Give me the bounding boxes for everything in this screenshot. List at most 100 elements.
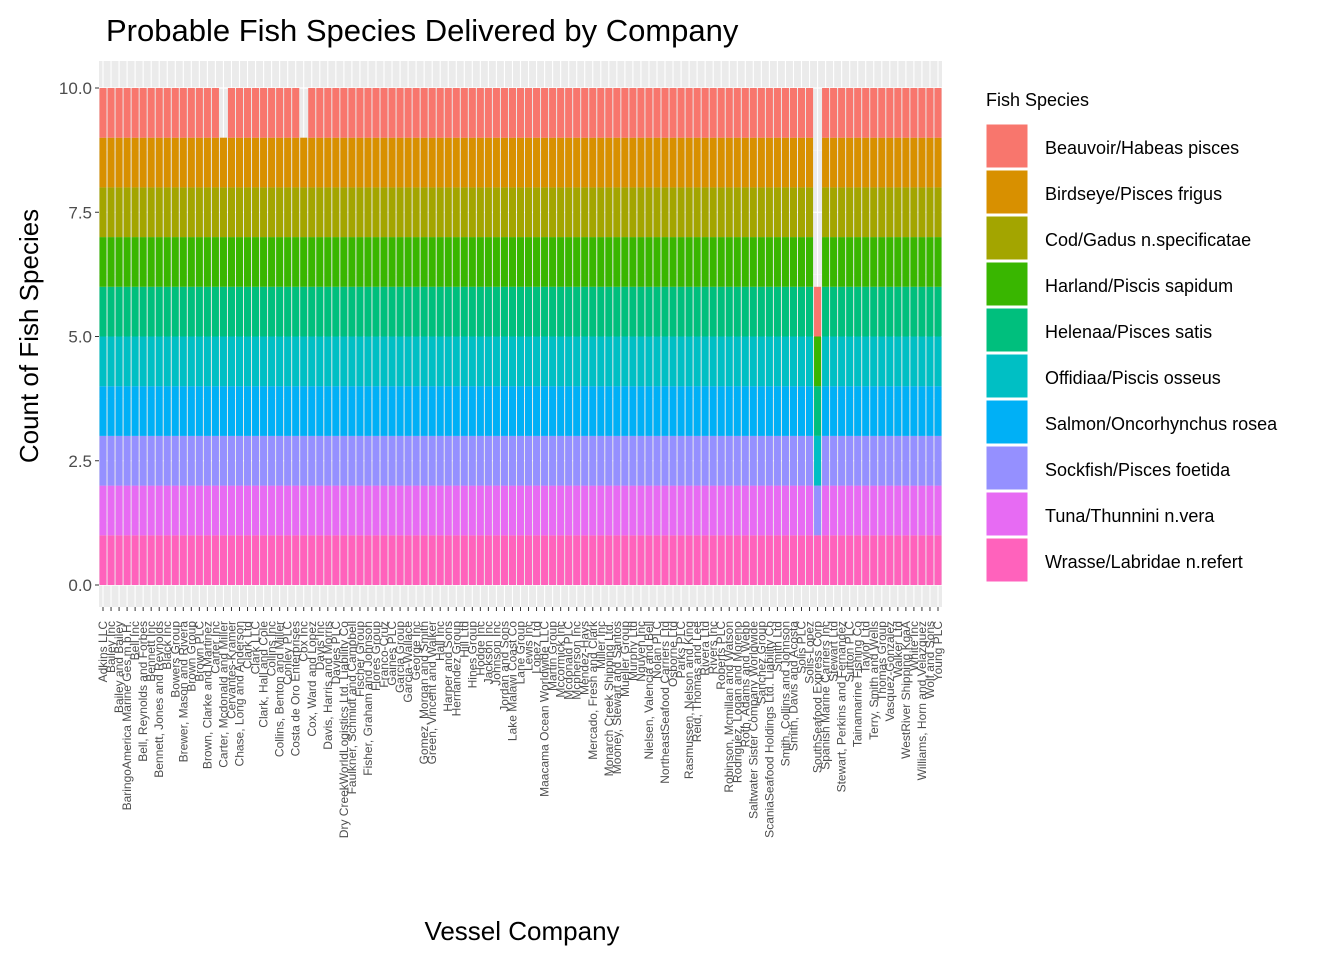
bar-segment [789, 88, 798, 138]
bar-segment [838, 485, 846, 536]
bar-segment [524, 88, 533, 138]
bar-segment [348, 286, 356, 337]
bar-segment [147, 137, 155, 188]
bar-segment [934, 237, 942, 287]
bar-segment [500, 286, 508, 337]
bar-segment [316, 286, 324, 337]
bar-segment [765, 88, 773, 138]
bar-segment [252, 286, 260, 337]
bar-segment [123, 535, 131, 585]
bar-segment [669, 336, 677, 387]
bar-segment [701, 435, 709, 486]
bar-segment [372, 485, 380, 536]
bar-segment [677, 187, 685, 238]
bar-segment [155, 137, 163, 188]
bar-segment [380, 485, 388, 536]
bar-segment [733, 386, 741, 436]
bar-segment [396, 137, 404, 188]
legend-label: Salmon/Oncorhynchus rosea [1045, 414, 1278, 434]
bar-segment [492, 237, 500, 287]
bar-segment [886, 237, 894, 287]
bar-segment [252, 88, 260, 138]
bar-segment [211, 336, 219, 387]
bar-segment [364, 187, 372, 238]
bar-segment [733, 435, 741, 486]
x-tick-label: Garcia Group [393, 621, 407, 693]
bar-segment [709, 336, 717, 387]
x-tick-label: Miller Inc [594, 621, 608, 669]
bar-segment [444, 286, 452, 337]
bar-segment [115, 435, 123, 486]
bar-segment [516, 187, 525, 238]
bar-segment [476, 336, 484, 387]
bar-segment [581, 485, 589, 536]
legend-swatch [985, 491, 1029, 537]
bar-segment [918, 336, 926, 387]
bar-segment [926, 187, 934, 238]
bar-segment [597, 88, 605, 138]
bar-segment [934, 137, 942, 188]
bar-segment [645, 237, 653, 287]
bar-segment [468, 137, 476, 188]
bar-segment [187, 286, 195, 337]
bar-segment [894, 237, 902, 287]
bar-segment [749, 386, 757, 436]
bar-segment [364, 386, 372, 436]
x-tick-label: Green, Vincent and Walker [425, 621, 439, 764]
bar-segment [508, 187, 517, 238]
bar-segment [484, 237, 492, 287]
x-tick-label: Conley PLC [281, 621, 295, 685]
bar-segment [597, 237, 605, 287]
bar-segment [179, 435, 187, 486]
bar-segment [348, 535, 356, 585]
bar-segment [789, 336, 798, 387]
bar-segment [235, 286, 244, 337]
bar-segment [805, 187, 814, 238]
bar-segment [613, 237, 621, 287]
bar-segment [685, 286, 693, 337]
bar-segment [789, 137, 798, 188]
bar-segment [452, 88, 460, 138]
bar-segment [910, 485, 918, 536]
bar-segment [749, 88, 757, 138]
bar-segment [420, 88, 428, 138]
bar-segment [203, 435, 211, 486]
bar-segment [284, 386, 292, 436]
bar-segment [484, 535, 492, 585]
bar-segment [870, 237, 878, 287]
bar-segment [388, 386, 396, 436]
bar-segment [436, 435, 444, 486]
bar-segment [396, 187, 404, 238]
bar-segment [693, 237, 701, 287]
bar-segment [757, 535, 765, 585]
bar-segment [252, 137, 260, 188]
bar-segment [516, 435, 525, 486]
bar-segment [725, 435, 733, 486]
bar-segment [348, 88, 356, 138]
bar-segment [516, 88, 525, 138]
bar-segment [854, 137, 862, 188]
bar-segment [549, 237, 557, 287]
bar-segment [276, 237, 284, 287]
bar-segment [284, 336, 292, 387]
bar-segment [709, 535, 717, 585]
bar-segment [227, 336, 236, 387]
bar-segment [484, 386, 492, 436]
bar-segment [629, 336, 637, 387]
bar-segment [292, 137, 300, 188]
bar-segment [862, 485, 870, 536]
bar-segment [902, 386, 910, 436]
x-tick-label: Brown, Clarke and Martinez [200, 621, 214, 769]
bar-segment [492, 435, 500, 486]
bar-segment [854, 535, 862, 585]
bar-segment [533, 137, 541, 188]
bar-segment [549, 485, 557, 536]
bar-segment [661, 535, 669, 585]
bar-segment [637, 237, 645, 287]
bar-segment [300, 137, 308, 188]
bar-segment [428, 137, 436, 188]
bar-segment [878, 137, 886, 188]
bar-segment [436, 286, 444, 337]
bar-segment [894, 336, 902, 387]
bar-segment [524, 535, 533, 585]
